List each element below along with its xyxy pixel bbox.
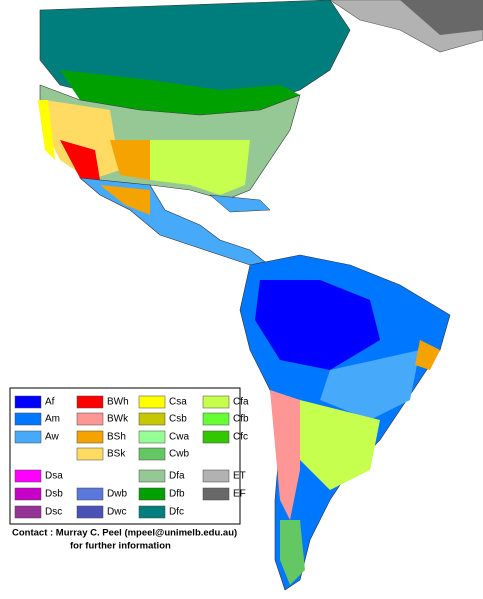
csa-region — [38, 100, 55, 160]
caribbean-islands — [209, 194, 271, 213]
legend-swatch — [202, 395, 230, 409]
bsh-brazil — [415, 340, 440, 370]
ice-cap — [400, 0, 483, 35]
mexico-bsh — [100, 185, 150, 215]
legend-label: Cfb — [233, 414, 249, 425]
legend-swatch — [202, 412, 230, 426]
legend-label: Dwb — [107, 489, 127, 500]
bsh-region — [110, 140, 150, 180]
cfa-region — [150, 140, 250, 195]
legend-label: Am — [45, 414, 60, 425]
legend-swatch — [138, 505, 166, 519]
legend-swatch — [14, 505, 42, 519]
legend-label: Dsa — [45, 471, 63, 482]
legend-swatch — [76, 395, 104, 409]
legend-swatch — [76, 447, 104, 461]
legend-label: EF — [233, 489, 246, 500]
legend-label: Cwa — [169, 432, 189, 443]
legend-label: Cfa — [233, 397, 249, 408]
legend-swatch — [14, 469, 42, 483]
legend-label: Dfc — [169, 507, 184, 518]
legend-label: Cwb — [169, 449, 189, 460]
legend-swatch — [14, 412, 42, 426]
legend-label: ET — [233, 471, 246, 482]
legend-label: BSh — [107, 432, 126, 443]
legend-swatch — [76, 487, 104, 501]
legend-swatch — [202, 430, 230, 444]
legend-label: Csa — [169, 397, 187, 408]
bwk-andes — [270, 390, 300, 520]
legend-swatch — [14, 395, 42, 409]
contact-line: for further information — [70, 541, 171, 552]
legend-label: Dwc — [107, 507, 126, 518]
legend-label: Dfb — [169, 489, 185, 500]
legend-swatch — [76, 412, 104, 426]
legend-swatch — [14, 430, 42, 444]
legend-label: Csb — [169, 414, 187, 425]
legend-swatch — [138, 430, 166, 444]
dfb-band — [60, 70, 300, 115]
legend-label: Dsb — [45, 489, 63, 500]
legend-swatch — [76, 505, 104, 519]
legend-label: Dsc — [45, 507, 62, 518]
legend-swatch — [138, 395, 166, 409]
legend-swatch — [138, 447, 166, 461]
legend-swatch — [138, 412, 166, 426]
legend-label: Dfa — [169, 471, 185, 482]
bwh-region — [60, 140, 100, 180]
legend-label: Af — [45, 397, 55, 408]
contact-line: Contact : Murray C. Peel (mpeel@unimelb.… — [12, 528, 237, 539]
legend-box — [9, 387, 241, 525]
legend-label: BWk — [107, 414, 129, 425]
legend-label: BWh — [107, 397, 129, 408]
legend-swatch — [138, 469, 166, 483]
legend-label: Aw — [45, 432, 59, 443]
aw-region — [320, 350, 420, 420]
legend-label: Cfc — [233, 432, 248, 443]
legend-swatch — [14, 487, 42, 501]
legend-swatch — [202, 469, 230, 483]
cfb-south — [280, 520, 305, 585]
af-region — [255, 280, 380, 370]
bsk-region — [45, 100, 120, 180]
legend-swatch — [138, 487, 166, 501]
cfa-south — [300, 400, 380, 490]
legend-swatch — [76, 430, 104, 444]
legend-swatch — [202, 487, 230, 501]
legend-label: BSk — [107, 449, 126, 460]
